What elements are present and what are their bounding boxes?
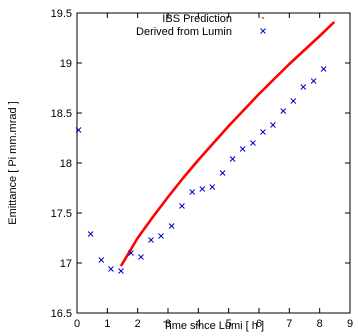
lumin-data-point	[98, 257, 105, 263]
lumin-data-point	[239, 146, 246, 152]
lumin-data-point	[199, 186, 206, 192]
plot-area	[75, 21, 336, 274]
lumin-data-point	[179, 203, 185, 209]
x-tick-label: 0	[74, 318, 80, 330]
x-tick-label: 1	[104, 318, 110, 330]
y-tick-label: 17.5	[51, 208, 72, 220]
lumin-data-point	[108, 266, 114, 272]
lumin-data-point	[280, 108, 287, 114]
lumin-data-point	[209, 184, 216, 190]
lumin-data-point	[87, 231, 94, 237]
y-tick-label: 19.5	[51, 8, 72, 20]
lumin-data-point	[158, 233, 164, 239]
x-tick-label: 8	[317, 318, 323, 330]
lumin-data-point	[300, 84, 307, 90]
x-axis-title: Time since Lumi [ h ]	[163, 320, 264, 332]
lumin-data-point	[128, 250, 134, 256]
x-tick-label: 4	[195, 318, 201, 330]
y-axis-title: Emittance [ Pi mm.mrad ]	[7, 101, 19, 224]
x-tick-label: 6	[256, 318, 262, 330]
lumin-data-point	[138, 254, 144, 260]
x-tick-label: 5	[226, 318, 232, 330]
lumin-data-point	[260, 129, 266, 135]
lumin-data-point	[168, 223, 175, 229]
ibs-prediction-line	[119, 21, 336, 267]
y-tick-label: 18	[60, 158, 72, 170]
lumin-data-point	[219, 170, 226, 176]
lumin-data-point	[310, 78, 317, 84]
lumin-data-point	[270, 122, 276, 128]
y-tick-label: 19	[60, 58, 72, 70]
lumin-data-point	[189, 189, 196, 195]
plot-frame	[76, 12, 351, 314]
legend-label: Derived from Lumin	[136, 26, 232, 38]
lumin-data-point	[290, 98, 297, 104]
legend-marker-dot	[262, 17, 264, 19]
legend-marker-x	[260, 28, 266, 34]
axes: 0 1 2 3 4 5 6 7 8 9 16.5 17 17.5 18 18.5 19 19.5 Time sin…	[7, 8, 353, 332]
x-tick-label: 9	[347, 318, 353, 330]
lumin-data-point	[148, 237, 154, 243]
x-tick-label: 3	[165, 318, 171, 330]
lumin-data-point	[118, 268, 124, 274]
lumin-data-point	[320, 66, 327, 72]
y-tick-label: 18.5	[51, 108, 72, 120]
y-tick-label: 16.5	[51, 308, 72, 320]
lumin-data-point	[250, 140, 256, 146]
x-tick-label: 7	[286, 318, 292, 330]
y-tick-label: 17	[60, 258, 72, 270]
lumin-data-point	[229, 156, 236, 162]
x-tick-label: 2	[135, 318, 141, 330]
legend-label: IBS Prediction	[162, 13, 232, 25]
